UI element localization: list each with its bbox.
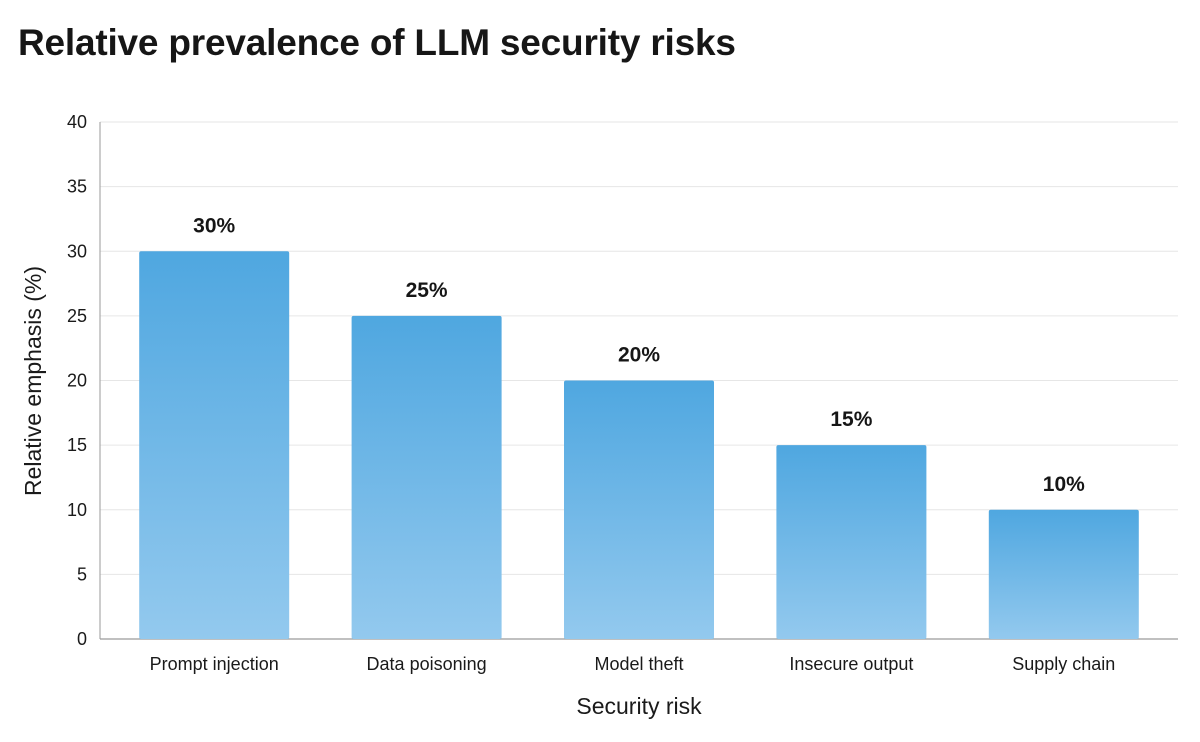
y-tick-labels: 0 5 10 15 20 25 30 35 40 xyxy=(67,112,87,649)
chart-title: Relative prevalence of LLM security risk… xyxy=(18,22,736,63)
x-tick-label-0: Prompt injection xyxy=(150,654,279,674)
x-tick-labels: Prompt injection Data poisoning Model thef… xyxy=(150,654,1116,674)
data-label-2: 20% xyxy=(618,344,660,367)
y-tick-label-10: 10 xyxy=(67,500,87,520)
x-tick-label-3: Insecure output xyxy=(789,654,913,674)
x-tick-label-4: Supply chain xyxy=(1012,654,1115,674)
x-axis-title: Security risk xyxy=(576,693,702,719)
data-label-3: 15% xyxy=(830,408,872,431)
x-tick-label-1: Data poisoning xyxy=(367,654,487,674)
y-tick-label-40: 40 xyxy=(67,112,87,132)
y-tick-label-5: 5 xyxy=(77,564,87,584)
y-tick-label-0: 0 xyxy=(77,629,87,649)
y-tick-label-20: 20 xyxy=(67,371,87,391)
data-label-4: 10% xyxy=(1043,473,1085,496)
bar-1 xyxy=(351,315,502,639)
bar-2 xyxy=(564,380,714,639)
y-axis-title: Relative emphasis (%) xyxy=(20,266,46,496)
x-tick-label-2: Model theft xyxy=(594,654,683,674)
y-tick-label-15: 15 xyxy=(67,435,87,455)
bar-0 xyxy=(139,251,290,639)
data-labels: 30% 25% 20% 15% 10% xyxy=(193,214,1085,496)
y-tick-label-35: 35 xyxy=(67,177,87,197)
bars xyxy=(139,251,1139,639)
y-tick-label-25: 25 xyxy=(67,306,87,326)
bar-4 xyxy=(988,509,1139,639)
bar-3 xyxy=(776,445,927,639)
y-tick-label-30: 30 xyxy=(67,241,87,261)
data-label-0: 30% xyxy=(193,214,235,237)
data-label-1: 25% xyxy=(406,279,448,302)
